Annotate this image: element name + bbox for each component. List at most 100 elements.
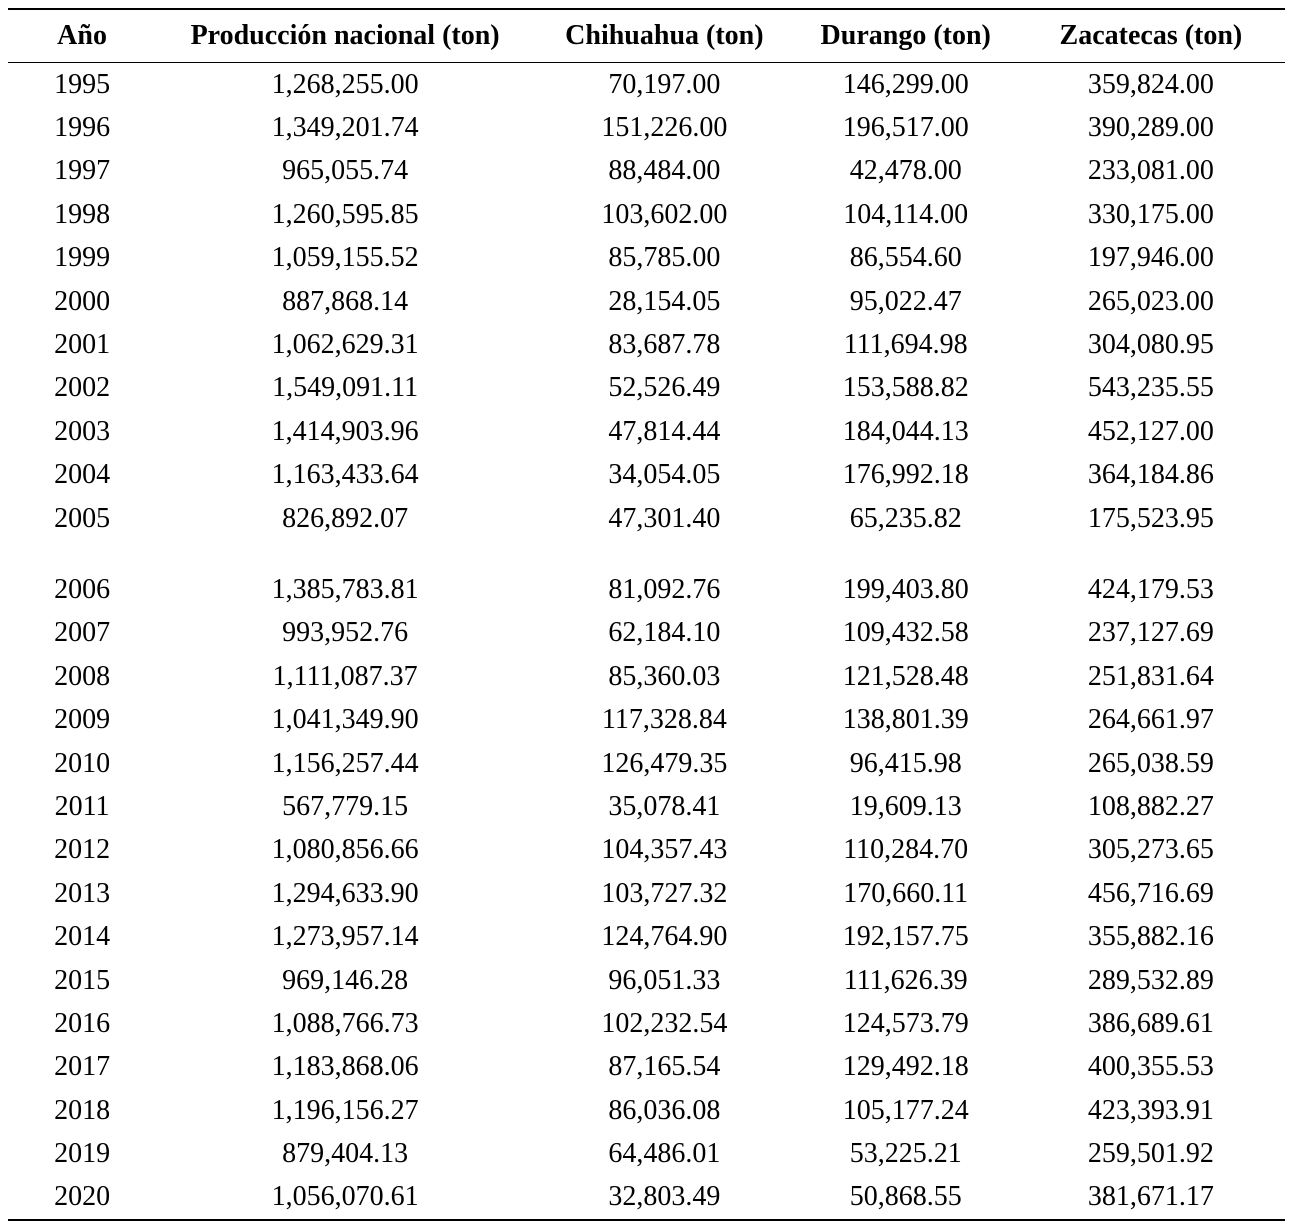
value-cell: 264,661.97 <box>1087 704 1214 736</box>
value-cell: 543,235.55 <box>1087 372 1214 404</box>
year-cell: 1998 <box>54 198 111 230</box>
column-header-zacatecas: Zacatecas (ton) <box>1016 9 1285 63</box>
value-cell: 400,355.53 <box>1087 1051 1214 1083</box>
value-cell: 153,588.82 <box>842 372 969 404</box>
value-cell: 176,992.18 <box>842 459 969 491</box>
value-cell: 1,183,868.06 <box>271 1051 419 1083</box>
value-cell: 103,727.32 <box>601 877 728 909</box>
table-row: 2017 1,183,868.06 87,165.54 129,492.18 400,3… <box>8 1046 1285 1089</box>
value-cell: 237,127.69 <box>1087 617 1214 649</box>
value-cell: 879,404.13 <box>282 1138 409 1170</box>
table-row: 2003 1,414,903.96 47,814.44 184,044.13 452,1… <box>8 410 1285 453</box>
value-cell: 289,532.89 <box>1087 964 1214 996</box>
value-cell: 1,294,633.90 <box>271 877 419 909</box>
value-cell: 1,268,255.00 <box>271 68 419 100</box>
production-table: Año Producción nacional (ton) Chihuahua … <box>8 8 1285 1222</box>
value-cell: 1,111,087.37 <box>272 660 418 692</box>
table-row: 2020 1,056,070.61 32,803.49 50,868.55 381,67… <box>8 1176 1285 1220</box>
table-body: 1995 1,268,255.00 70,197.00 146,299.00 359,8… <box>8 63 1285 1221</box>
value-cell: 993,952.76 <box>282 617 409 649</box>
value-cell: 304,080.95 <box>1087 329 1214 361</box>
value-cell: 175,523.95 <box>1087 502 1214 534</box>
value-cell: 102,232.54 <box>601 1007 728 1039</box>
value-cell: 121,528.48 <box>842 660 969 692</box>
year-cell: 2003 <box>54 415 111 447</box>
table-row: 2019 879,404.13 64,486.01 53,225.21 259,501.… <box>8 1132 1285 1175</box>
value-cell: 199,403.80 <box>842 573 969 605</box>
table-row: 1996 1,349,201.74 151,226.00 196,517.00 390,… <box>8 106 1285 149</box>
table-row: 2012 1,080,856.66 104,357.43 110,284.70 305,… <box>8 829 1285 872</box>
value-cell: 111,694.98 <box>843 329 968 361</box>
value-cell: 52,526.49 <box>608 372 721 404</box>
value-cell: 259,501.92 <box>1087 1138 1214 1170</box>
value-cell: 1,273,957.14 <box>271 921 419 953</box>
value-cell: 251,831.64 <box>1087 660 1214 692</box>
column-header-chihuahua: Chihuahua (ton) <box>534 9 795 63</box>
value-cell: 355,882.16 <box>1087 921 1214 953</box>
year-cell: 2016 <box>54 1007 111 1039</box>
value-cell: 28,154.05 <box>608 285 721 317</box>
year-cell: 1996 <box>54 112 111 144</box>
value-cell: 1,385,783.81 <box>271 573 419 605</box>
value-cell: 124,764.90 <box>601 921 728 953</box>
spacer-row <box>8 540 1285 568</box>
spacer-cell <box>8 540 1285 568</box>
value-cell: 47,301.40 <box>608 502 721 534</box>
value-cell: 19,609.13 <box>849 790 962 822</box>
year-cell: 2006 <box>54 573 111 605</box>
value-cell: 32,803.49 <box>608 1181 721 1213</box>
table-row: 1995 1,268,255.00 70,197.00 146,299.00 359,8… <box>8 63 1285 107</box>
table-row: 1998 1,260,595.85 103,602.00 104,114.00 330,… <box>8 193 1285 236</box>
value-cell: 95,022.47 <box>849 285 962 317</box>
table-row: 1997 965,055.74 88,484.00 42,478.00 233,081.… <box>8 150 1285 193</box>
value-cell: 1,080,856.66 <box>271 834 419 866</box>
value-cell: 386,689.61 <box>1087 1007 1214 1039</box>
value-cell: 83,687.78 <box>608 329 721 361</box>
value-cell: 86,036.08 <box>608 1094 721 1126</box>
value-cell: 85,360.03 <box>608 660 721 692</box>
value-cell: 390,289.00 <box>1087 112 1214 144</box>
table-row: 2007 993,952.76 62,184.10 109,432.58 237,127… <box>8 612 1285 655</box>
value-cell: 887,868.14 <box>282 285 409 317</box>
value-cell: 124,573.79 <box>842 1007 969 1039</box>
value-cell: 196,517.00 <box>842 112 969 144</box>
table-row: 2008 1,111,087.37 85,360.03 121,528.48 251,8… <box>8 655 1285 698</box>
value-cell: 146,299.00 <box>842 68 969 100</box>
value-cell: 265,023.00 <box>1087 285 1214 317</box>
table-row: 2014 1,273,957.14 124,764.90 192,157.75 355,… <box>8 915 1285 958</box>
value-cell: 1,059,155.52 <box>271 242 419 274</box>
year-cell: 2010 <box>54 747 111 779</box>
year-cell: 2002 <box>54 372 111 404</box>
year-cell: 2005 <box>54 502 111 534</box>
table-row: 2009 1,041,349.90 117,328.84 138,801.39 264,… <box>8 698 1285 741</box>
value-cell: 50,868.55 <box>849 1181 962 1213</box>
table-row: 1999 1,059,155.52 85,785.00 86,554.60 197,94… <box>8 237 1285 280</box>
value-cell: 65,235.82 <box>849 502 962 534</box>
value-cell: 96,051.33 <box>608 964 721 996</box>
value-cell: 110,284.70 <box>843 834 969 866</box>
value-cell: 64,486.01 <box>608 1138 721 1170</box>
value-cell: 265,038.59 <box>1087 747 1214 779</box>
year-cell: 2000 <box>54 285 111 317</box>
year-cell: 2014 <box>54 921 111 953</box>
value-cell: 108,882.27 <box>1087 790 1214 822</box>
year-cell: 2017 <box>54 1051 111 1083</box>
year-cell: 2013 <box>54 877 111 909</box>
value-cell: 969,146.28 <box>282 964 409 996</box>
value-cell: 126,479.35 <box>601 747 728 779</box>
header-row: Año Producción nacional (ton) Chihuahua … <box>8 9 1285 63</box>
value-cell: 42,478.00 <box>849 155 962 187</box>
year-cell: 2012 <box>54 834 111 866</box>
value-cell: 105,177.24 <box>842 1094 969 1126</box>
value-cell: 88,484.00 <box>608 155 721 187</box>
value-cell: 452,127.00 <box>1087 415 1214 447</box>
value-cell: 233,081.00 <box>1087 155 1214 187</box>
column-header-nacional: Producción nacional (ton) <box>156 9 535 63</box>
table-row: 2005 826,892.07 47,301.40 65,235.82 175,523.… <box>8 497 1285 540</box>
value-cell: 359,824.00 <box>1087 68 1214 100</box>
value-cell: 1,549,091.11 <box>272 372 419 404</box>
value-cell: 1,260,595.85 <box>271 198 419 230</box>
table-row: 2001 1,062,629.31 83,687.78 111,694.98 304,0… <box>8 323 1285 366</box>
year-cell: 1997 <box>54 155 111 187</box>
